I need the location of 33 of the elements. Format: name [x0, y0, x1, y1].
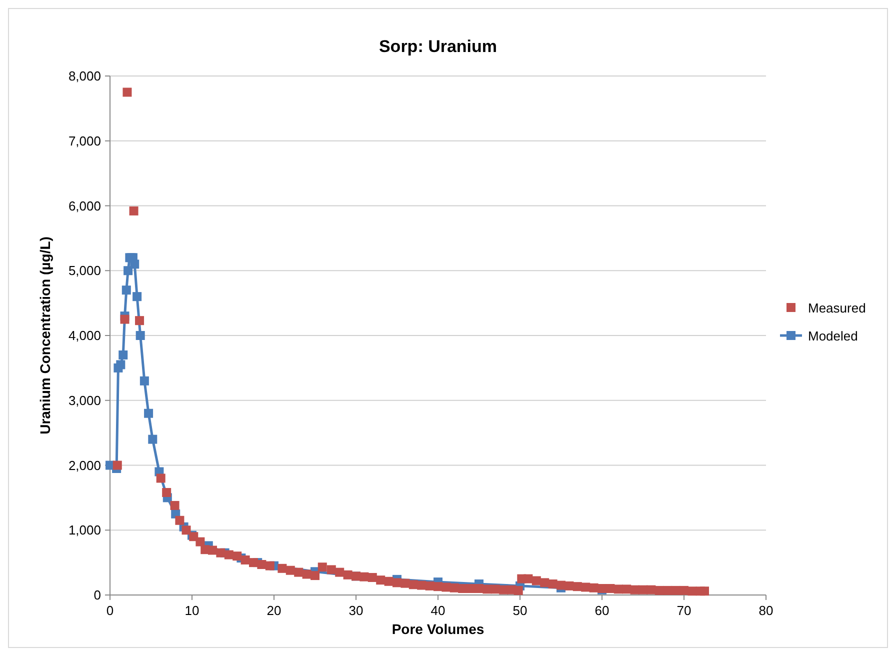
point: [132, 292, 142, 302]
point: [144, 408, 154, 418]
point: [122, 286, 131, 295]
point: [130, 260, 140, 269]
legend-label: Measured: [808, 300, 866, 316]
y-tick-label: 8,000: [68, 68, 101, 84]
chart-title: Sorp: Uranium: [378, 37, 498, 56]
y-tick-label: 1,000: [68, 522, 101, 538]
x-tick-label: 0: [106, 603, 114, 618]
x-tick-label: 20: [266, 603, 282, 618]
x-tick-label: 50: [512, 603, 528, 618]
y-tick-label: 3,000: [68, 392, 101, 408]
x-tick-label: 60: [594, 603, 610, 618]
x-tick-label: 70: [676, 603, 692, 618]
y-tick-label: 0: [94, 588, 101, 602]
y-tick-label: 2,000: [68, 458, 101, 473]
x-tick-label: 80: [758, 603, 774, 618]
point: [116, 360, 126, 370]
x-tick-label: 40: [430, 603, 446, 618]
x-tick-label: 30: [348, 603, 364, 618]
point: [136, 331, 145, 340]
point: [148, 434, 158, 444]
legend-label: Modeled: [808, 328, 858, 344]
point: [118, 350, 128, 360]
point: [124, 266, 133, 276]
point: [140, 376, 149, 386]
y-axis-title: Uranium Concentration (µg/L): [37, 236, 53, 434]
x-axis-title: Pore Volumes: [392, 621, 484, 637]
y-tick-label: 6,000: [68, 198, 101, 214]
y-tick-label: 4,000: [68, 328, 101, 343]
x-tick-label: 10: [184, 603, 200, 618]
y-tick-label: 5,000: [68, 263, 101, 278]
y-tick-label: 7,000: [68, 133, 101, 148]
